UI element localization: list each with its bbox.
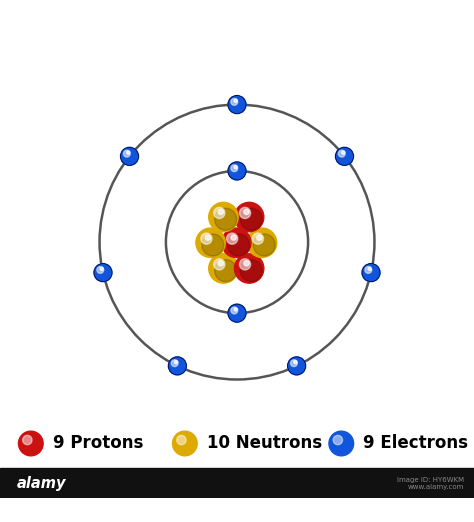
Circle shape: [209, 203, 238, 232]
Circle shape: [215, 259, 237, 282]
Bar: [0, 468, 474, 498]
Circle shape: [244, 209, 249, 215]
Circle shape: [257, 235, 262, 240]
Circle shape: [291, 360, 297, 366]
Text: 9 Protons: 9 Protons: [53, 434, 143, 453]
Circle shape: [252, 233, 264, 244]
Text: 9 Electrons: 9 Electrons: [363, 434, 468, 453]
Circle shape: [365, 267, 372, 274]
Circle shape: [205, 235, 210, 240]
Circle shape: [171, 360, 178, 366]
Circle shape: [247, 228, 277, 257]
Circle shape: [100, 267, 103, 270]
Circle shape: [253, 234, 275, 256]
Circle shape: [209, 254, 238, 283]
Circle shape: [201, 233, 212, 244]
Circle shape: [231, 235, 236, 240]
Circle shape: [97, 267, 104, 274]
Circle shape: [234, 99, 237, 102]
Circle shape: [218, 209, 223, 215]
Text: alamy: alamy: [17, 476, 66, 491]
Circle shape: [214, 207, 225, 219]
Circle shape: [177, 435, 186, 445]
Circle shape: [244, 260, 249, 266]
Circle shape: [235, 203, 264, 232]
Circle shape: [218, 260, 223, 266]
Circle shape: [196, 228, 225, 257]
Circle shape: [227, 233, 238, 244]
Circle shape: [231, 165, 238, 172]
Circle shape: [214, 259, 225, 270]
Circle shape: [228, 304, 246, 322]
Circle shape: [338, 150, 345, 157]
Circle shape: [329, 431, 354, 456]
Circle shape: [231, 307, 238, 314]
Circle shape: [123, 150, 130, 157]
Circle shape: [368, 267, 371, 270]
Circle shape: [231, 99, 238, 105]
Circle shape: [215, 208, 237, 230]
Circle shape: [288, 357, 306, 375]
Circle shape: [228, 96, 246, 114]
Circle shape: [202, 234, 224, 256]
Text: 10 Neutrons: 10 Neutrons: [207, 434, 322, 453]
Circle shape: [341, 151, 345, 154]
Circle shape: [362, 264, 380, 282]
Circle shape: [333, 435, 343, 445]
Circle shape: [23, 435, 32, 445]
Circle shape: [168, 357, 186, 375]
Circle shape: [240, 208, 263, 230]
Circle shape: [234, 308, 237, 311]
Circle shape: [120, 147, 138, 165]
Circle shape: [336, 147, 354, 165]
Circle shape: [239, 207, 251, 219]
Circle shape: [228, 162, 246, 180]
Circle shape: [240, 259, 263, 282]
Circle shape: [18, 431, 43, 456]
Circle shape: [173, 431, 197, 456]
Circle shape: [228, 234, 249, 256]
Circle shape: [221, 228, 251, 257]
Circle shape: [127, 151, 130, 154]
Circle shape: [294, 361, 297, 364]
Circle shape: [94, 264, 112, 282]
Circle shape: [174, 361, 178, 364]
Text: Image ID: HY6WKM
www.alamy.com: Image ID: HY6WKM www.alamy.com: [397, 477, 465, 490]
Circle shape: [239, 259, 251, 270]
Circle shape: [235, 254, 264, 283]
Circle shape: [234, 165, 237, 169]
